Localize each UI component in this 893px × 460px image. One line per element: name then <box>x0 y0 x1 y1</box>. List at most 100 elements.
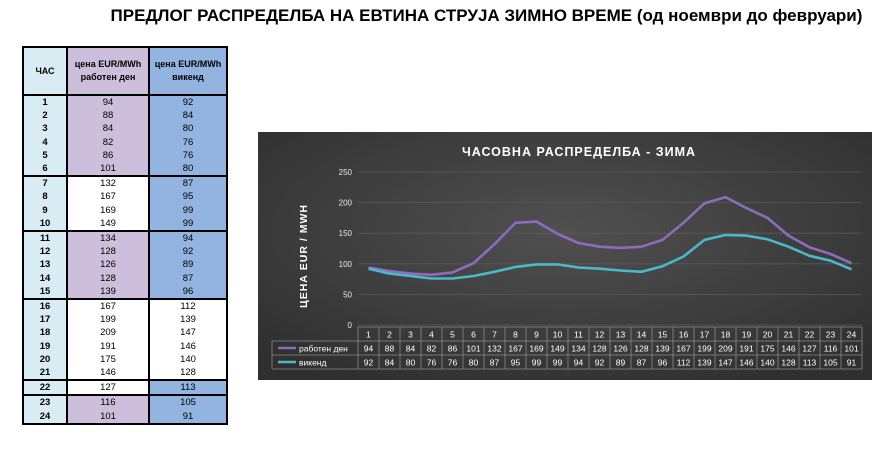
chart: ЧАСОВНА РАСПРЕДЕЛБА - ЗИМА ЦЕНА EUR / MWH… <box>258 132 872 380</box>
y-axis-label: ЦЕНА EUR / MWH <box>298 204 310 308</box>
weekend-price-cell: 95 <box>148 190 228 204</box>
x-category-label: 16 <box>679 330 689 340</box>
x-category-label: 20 <box>763 330 773 340</box>
y-tick-label: 150 <box>339 229 353 238</box>
table-row: 9 169 99 <box>22 203 228 217</box>
weekend-price-cell: 139 <box>148 313 228 327</box>
weekday-price-cell: 169 <box>66 203 150 217</box>
weekday-price-cell: 86 <box>66 148 150 163</box>
data-table-value: 87 <box>637 358 647 368</box>
data-table-value: 76 <box>448 358 458 368</box>
x-category-label: 23 <box>826 330 836 340</box>
hour-cell: 6 <box>22 162 68 177</box>
table-row: 19 191 146 <box>22 339 228 353</box>
x-category-label: 9 <box>534 330 539 340</box>
table-row: 2 88 84 <box>22 109 228 123</box>
data-table-value: 140 <box>760 358 774 368</box>
data-table-value: 86 <box>448 344 458 354</box>
x-category-label: 15 <box>658 330 668 340</box>
x-category-label: 19 <box>742 330 752 340</box>
data-table-value: 128 <box>634 344 648 354</box>
weekday-price-cell: 84 <box>66 122 150 136</box>
weekend-price-cell: 99 <box>148 216 228 232</box>
data-table-value: 191 <box>739 344 753 354</box>
data-table-value: 146 <box>739 358 753 368</box>
hour-cell: 4 <box>22 135 68 149</box>
weekday-header: цена EUR/MWh работен ден <box>66 46 150 96</box>
weekend-price-cell: 147 <box>148 326 228 340</box>
weekday-price-cell: 134 <box>66 230 150 246</box>
data-table-value: 96 <box>658 358 668 368</box>
data-table-value: 139 <box>655 344 669 354</box>
data-table-value: 101 <box>844 344 858 354</box>
data-table-value: 116 <box>824 344 838 354</box>
hour-cell: 3 <box>22 122 68 136</box>
x-category-label: 3 <box>408 330 413 340</box>
table-row: 24 101 91 <box>22 409 228 425</box>
weekend-price-cell: 76 <box>148 135 228 149</box>
table-body: 1 94 92 2 88 84 3 84 80 4 82 76 5 86 76 6 101 80 7 132 87 8 16… <box>22 93 228 425</box>
hour-cell: 19 <box>22 339 68 353</box>
y-tick-label: 50 <box>343 290 352 299</box>
weekday-price-cell: 128 <box>66 245 150 259</box>
data-table-value: 112 <box>677 358 691 368</box>
weekday-price-cell: 116 <box>66 394 150 410</box>
table-row: 1 94 92 <box>22 93 228 110</box>
table-row: 6 101 80 <box>22 162 228 177</box>
page-title: ПРЕДЛОГ РАСПРЕДЕЛБА НА ЕВТИНА СТРУЈА ЗИМ… <box>110 6 863 25</box>
hour-cell: 17 <box>22 313 68 327</box>
x-category-label: 21 <box>784 330 794 340</box>
chart-title: ЧАСОВНА РАСПРЕДЕЛБА - ЗИМА <box>462 145 696 159</box>
series-line-weekday <box>368 195 853 277</box>
x-category-label: 17 <box>700 330 710 340</box>
hour-cell: 2 <box>22 109 68 123</box>
weekday-price-cell: 139 <box>66 284 150 300</box>
table-row: 21 146 128 <box>22 366 228 381</box>
data-table-value: 149 <box>550 344 564 354</box>
data-table-value: 147 <box>718 358 732 368</box>
weekday-price-cell: 209 <box>66 326 150 340</box>
hour-cell: 21 <box>22 366 68 381</box>
x-category-label: 18 <box>721 330 731 340</box>
weekday-header-line1: цена EUR/MWh <box>74 59 142 69</box>
hour-cell: 24 <box>22 409 68 425</box>
table-row: 10 149 99 <box>22 216 228 232</box>
table-row: 15 139 96 <box>22 284 228 300</box>
table-row: 17 199 139 <box>22 313 228 327</box>
hour-cell: 18 <box>22 326 68 340</box>
weekday-price-cell: 175 <box>66 352 150 367</box>
weekday-price-cell: 101 <box>66 409 150 425</box>
weekend-price-cell: 99 <box>148 203 228 217</box>
x-category-label: 13 <box>616 330 626 340</box>
table-row: 16 167 112 <box>22 298 228 314</box>
data-table-value: 101 <box>466 344 480 354</box>
hour-cell: 16 <box>22 298 68 314</box>
x-category-label: 6 <box>471 330 476 340</box>
hour-cell: 11 <box>22 230 68 246</box>
x-category-label: 8 <box>513 330 518 340</box>
weekday-price-cell: 167 <box>66 190 150 204</box>
hour-cell: 10 <box>22 216 68 232</box>
data-table-value: 127 <box>802 344 816 354</box>
table-row: 5 86 76 <box>22 148 228 163</box>
weekday-price-cell: 191 <box>66 339 150 353</box>
weekend-price-cell: 76 <box>148 148 228 163</box>
hour-cell: 5 <box>22 148 68 163</box>
weekend-price-cell: 128 <box>148 366 228 381</box>
hour-cell: 1 <box>22 93 68 110</box>
table-row: 14 128 87 <box>22 271 228 285</box>
weekend-price-cell: 146 <box>148 339 228 353</box>
data-table-value: 128 <box>592 344 606 354</box>
weekend-price-cell: 91 <box>148 409 228 425</box>
weekday-price-cell: 82 <box>66 135 150 149</box>
table-row: 7 132 87 <box>22 175 228 191</box>
table-row: 20 175 140 <box>22 352 228 367</box>
data-table-value: 94 <box>574 358 584 368</box>
weekend-price-cell: 96 <box>148 284 228 300</box>
data-table-value: 128 <box>781 358 795 368</box>
x-category-label: 5 <box>450 330 455 340</box>
x-category-label: 14 <box>637 330 647 340</box>
weekend-price-cell: 112 <box>148 298 228 314</box>
weekday-price-cell: 126 <box>66 258 150 272</box>
weekend-price-cell: 84 <box>148 109 228 123</box>
